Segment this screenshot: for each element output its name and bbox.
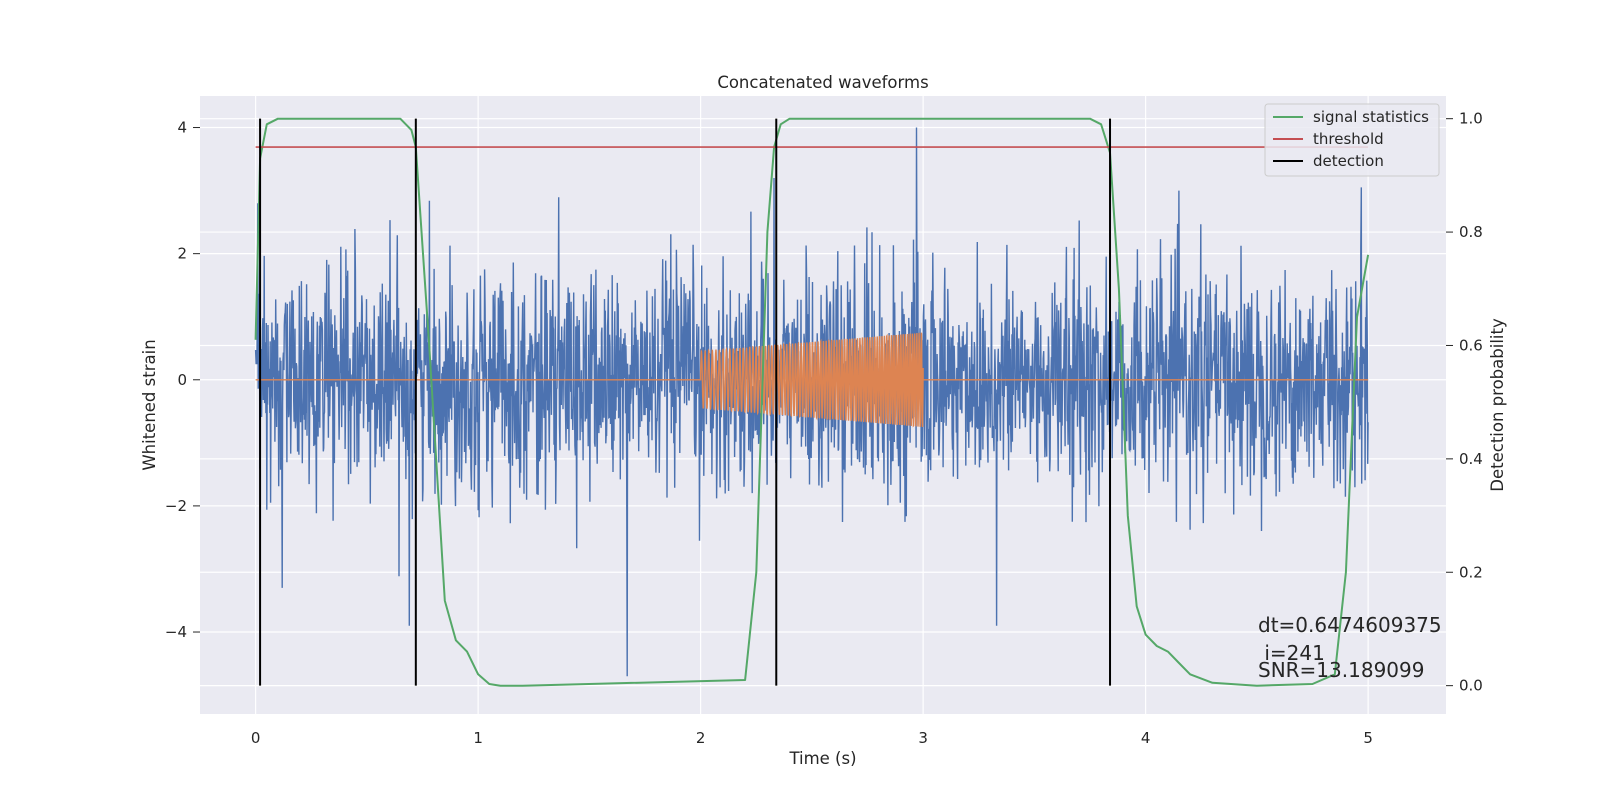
legend-label-signal-statistics: signal statistics xyxy=(1313,108,1429,126)
legend-label-detection: detection xyxy=(1313,152,1384,170)
y-tick-label-1: −2 xyxy=(165,497,187,515)
y2-axis-label: Detection probability xyxy=(1488,318,1507,492)
y2-tick-label-4: 0.8 xyxy=(1459,223,1483,241)
y2-tick-label-1: 0.2 xyxy=(1459,563,1483,581)
x-tick-label-5: 5 xyxy=(1363,729,1373,747)
injected-signal-series xyxy=(255,332,1369,428)
y-tick-label-2: 0 xyxy=(177,371,187,389)
signal-statistics-series xyxy=(254,117,1370,687)
y-tick-label-4: 4 xyxy=(177,119,187,137)
annotation: dt=0.6474609375 i=241 SNR=13.189099 xyxy=(1258,613,1442,682)
signal-statistics-line xyxy=(254,117,1370,687)
y2-tick-label-5: 1.0 xyxy=(1459,110,1483,128)
y-tick-label-3: 2 xyxy=(177,245,187,263)
y2-tick-label-2: 0.4 xyxy=(1459,450,1483,468)
injected-signal-line xyxy=(255,332,1369,428)
annotation-dt: dt=0.6474609375 xyxy=(1258,613,1442,637)
chart-title: Concatenated waveforms xyxy=(717,73,928,92)
x-tick-label-3: 3 xyxy=(918,729,928,747)
y2-axis-ticks: 0.0 0.2 0.4 0.6 0.8 1.0 xyxy=(1446,110,1483,695)
y-axis-label: Whitened strain xyxy=(140,339,159,470)
y-tick-label-0: −4 xyxy=(165,623,187,641)
x-tick-label-0: 0 xyxy=(251,729,261,747)
legend-label-threshold: threshold xyxy=(1313,130,1384,148)
x-tick-label-2: 2 xyxy=(696,729,706,747)
x-axis-ticks: 0 1 2 3 4 5 xyxy=(251,729,1373,747)
x-tick-label-1: 1 xyxy=(473,729,483,747)
detection-series xyxy=(259,118,1112,686)
legend-box xyxy=(1264,103,1440,177)
legend: signal statistics threshold detection xyxy=(1264,103,1440,177)
annotation-snr: SNR=13.189099 xyxy=(1258,658,1424,682)
x-tick-label-4: 4 xyxy=(1141,729,1151,747)
y2-tick-label-3: 0.6 xyxy=(1459,336,1483,354)
y2-tick-label-0: 0.0 xyxy=(1459,677,1483,695)
annotation-i: i=241 xyxy=(1258,641,1325,665)
x-axis-label: Time (s) xyxy=(788,749,856,768)
y-axis-ticks: −4 −2 0 2 4 xyxy=(165,119,200,641)
